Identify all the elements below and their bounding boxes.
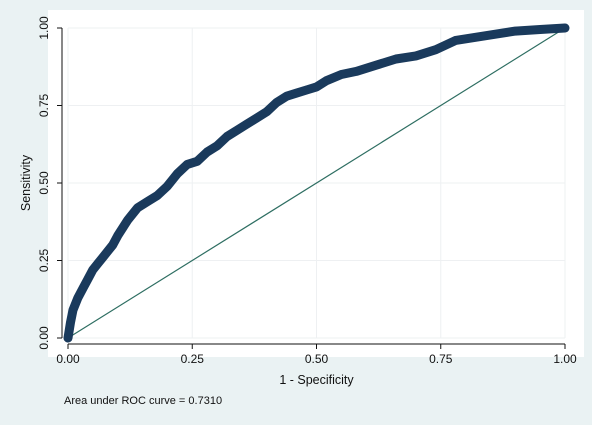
roc-point: [560, 23, 570, 33]
roc-point: [143, 197, 152, 206]
roc-point: [113, 231, 122, 240]
roc-point: [183, 160, 192, 169]
roc-point: [68, 305, 78, 315]
roc-point: [173, 169, 182, 178]
roc-point: [83, 274, 93, 284]
roc-point: [78, 284, 88, 293]
roc-point: [371, 60, 381, 70]
roc-point: [272, 98, 281, 107]
roc-point: [302, 85, 311, 95]
roc-point: [242, 119, 252, 129]
roc-point: [352, 67, 361, 76]
roc-point: [88, 265, 98, 274]
roc-point: [123, 216, 132, 225]
roc-point: [471, 33, 480, 42]
roc-point: [511, 26, 520, 36]
x-tick-label: 0.00: [56, 352, 80, 366]
roc-point: [73, 293, 83, 302]
roc-point: [153, 191, 162, 200]
x-tick-label: 0.25: [181, 352, 205, 366]
x-tick-label: 0.75: [429, 352, 453, 366]
roc-point: [108, 240, 117, 250]
roc-point: [232, 126, 242, 135]
y-tick-label: 0.25: [37, 248, 51, 272]
roc-point: [163, 181, 172, 191]
roc-point: [66, 318, 75, 327]
roc-point: [491, 30, 500, 39]
series-layer: [63, 23, 570, 343]
roc-point: [193, 157, 202, 166]
axes-layer: [57, 27, 566, 349]
y-tick-label: 1.00: [37, 16, 51, 40]
roc-point: [202, 147, 212, 157]
roc-point: [292, 88, 301, 98]
roc-point: [312, 82, 321, 92]
roc-point: [282, 92, 291, 101]
roc-point: [391, 54, 401, 64]
roc-point: [63, 333, 73, 343]
reference-diagonal-line: [67, 27, 566, 339]
text-layer: 0.00 0.25 0.50 0.75 1.00 0.00 0.25 0.50 0.75 1.00…: [19, 16, 577, 407]
roc-point: [133, 203, 142, 212]
roc-point: [337, 70, 346, 79]
y-tick-label: 0.50: [37, 171, 51, 195]
roc-point: [431, 45, 440, 54]
roc-point: [93, 259, 103, 268]
roc-point: [451, 36, 460, 45]
roc-point: [98, 253, 107, 262]
roc-point: [535, 25, 545, 34]
x-tick-label: 0.50: [305, 352, 329, 366]
roc-point: [103, 247, 112, 256]
roc-point: [252, 113, 262, 123]
roc-point: [212, 141, 222, 150]
y-tick-label: 0.00: [37, 326, 51, 350]
roc-point: [262, 107, 271, 116]
y-axis-title: Sensitivity: [19, 154, 33, 211]
roc-point: [322, 76, 331, 85]
roc-point: [222, 132, 232, 141]
y-tick-label: 0.75: [37, 93, 51, 117]
x-tick-label: 1.00: [553, 352, 577, 366]
auc-note: Area under ROC curve = 0.7310: [64, 395, 222, 407]
roc-point: [411, 51, 421, 61]
x-axis-title: 1 - Specificity: [279, 373, 354, 387]
